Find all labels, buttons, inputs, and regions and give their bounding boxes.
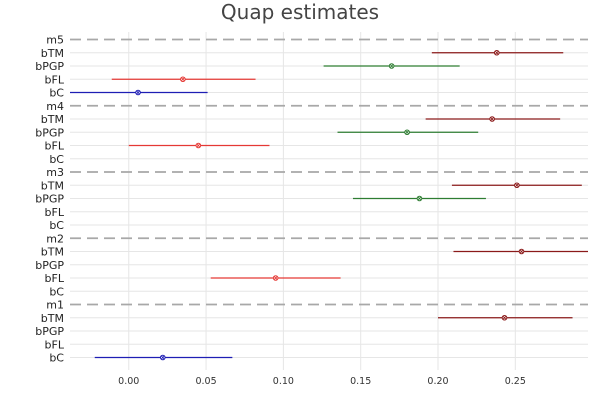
- grid-layer: [70, 32, 588, 370]
- estimate-cross-mark: [389, 64, 394, 68]
- parameter-label: bTM: [41, 113, 64, 126]
- parameter-label: bC: [49, 153, 64, 166]
- model-label: m3: [46, 166, 64, 179]
- estimate-cross-mark: [181, 77, 185, 81]
- x-tick-label: 0.20: [427, 376, 448, 387]
- parameter-label: bFL: [45, 206, 65, 219]
- x-tick-label: 0.25: [505, 376, 526, 387]
- x-axis-ticks: 0.00 0.05 0.10 0.15 0.20 0.25: [118, 376, 526, 387]
- x-tick-label: 0.10: [273, 376, 294, 387]
- model-separators: [70, 38, 588, 306]
- model-label: m5: [46, 34, 64, 47]
- parameter-label: bFL: [45, 140, 65, 153]
- model-label: m2: [46, 232, 64, 245]
- chart-title: Quap estimates: [221, 0, 379, 24]
- parameter-label: bC: [49, 219, 64, 232]
- estimate-cross-mark: [196, 143, 201, 148]
- parameter-label: bPGP: [35, 193, 64, 206]
- parameter-label: bFL: [45, 272, 65, 285]
- estimate-cross-mark: [136, 90, 140, 95]
- parameter-label: bC: [49, 87, 64, 100]
- x-tick-label: 0.00: [118, 376, 139, 387]
- model-label: m4: [46, 100, 64, 113]
- parameter-label: bFL: [45, 338, 65, 351]
- parameter-label: bTM: [41, 246, 64, 259]
- parameter-label: bPGP: [35, 259, 64, 272]
- x-tick-label: 0.05: [195, 376, 216, 387]
- estimate-cross-mark: [519, 249, 524, 254]
- model-label: m1: [46, 299, 64, 312]
- estimate-cross-mark: [405, 130, 409, 134]
- row-labels: m5bTMbPGPbFLbCm4bTMbPGPbFLbCm3bTMbPGPbFL…: [35, 34, 65, 365]
- estimates: [70, 49, 588, 361]
- parameter-label: bFL: [45, 73, 65, 86]
- parameter-label: bPGP: [35, 60, 64, 73]
- estimate-cross-mark: [417, 196, 422, 201]
- parameter-label: bC: [49, 352, 64, 365]
- estimate-cross-mark: [161, 355, 165, 360]
- estimate-cross-mark: [273, 276, 278, 280]
- estimate-cross-mark: [490, 117, 494, 121]
- parameter-label: bTM: [41, 312, 64, 325]
- parameter-label: bC: [49, 285, 64, 298]
- parameter-label: bTM: [41, 47, 64, 60]
- estimate-cross-mark: [502, 316, 507, 320]
- estimate-cross-mark: [495, 51, 499, 55]
- parameter-label: bPGP: [35, 126, 64, 139]
- parameter-label: bPGP: [35, 325, 64, 338]
- estimate-cross-mark: [515, 183, 519, 187]
- parameter-label: bTM: [41, 179, 64, 192]
- x-tick-label: 0.15: [350, 376, 371, 387]
